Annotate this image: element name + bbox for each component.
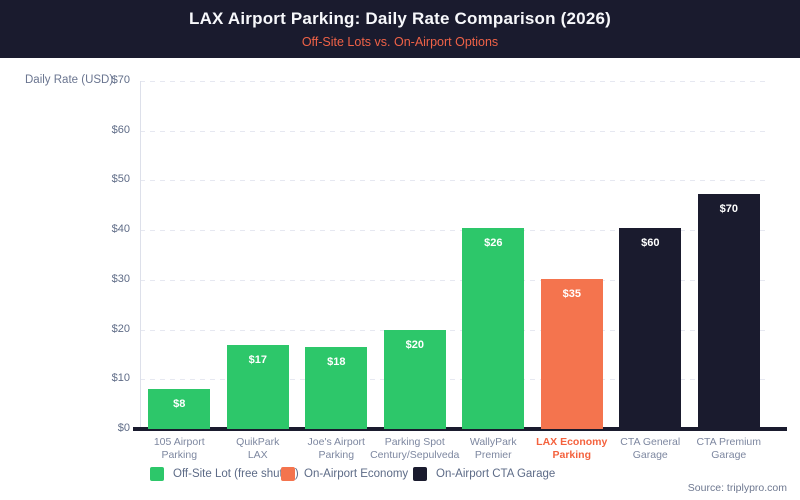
- legend-item-cta: On-Airport CTA Garage: [413, 467, 555, 481]
- category-label: CTA Premium Garage: [696, 436, 762, 461]
- y-tick-10: $10: [111, 372, 130, 384]
- bar-wallypark: [462, 228, 525, 429]
- gridline-20: [140, 330, 768, 331]
- legend: Off-Site Lot (free shuttle) On-Airport Ec…: [0, 467, 800, 483]
- bar-cta-premium: [697, 194, 760, 429]
- chart-subtitle: Off-Site Lots vs. On-Airport Options: [301, 35, 499, 49]
- bar-value-label: $60: [641, 237, 660, 250]
- plot-area: Daily Rate (USD) Off-Site Lot (free shut…: [0, 58, 800, 500]
- legend-item-offsite: Off-Site Lot (free shuttle): [150, 467, 299, 481]
- chart-title: LAX Airport Parking: Daily Rate Comparis…: [189, 9, 611, 28]
- x-axis-baseline: [133, 427, 787, 431]
- bar-105-airport: [148, 389, 211, 429]
- y-tick-60: $60: [111, 124, 130, 136]
- gridline-50: [140, 180, 768, 181]
- gridline-30: [140, 280, 768, 281]
- category-label: Joe's Airport Parking: [307, 436, 365, 461]
- bar-value-label: $35: [562, 287, 581, 300]
- category-label: Parking Spot Century/Sepulveda: [370, 436, 460, 461]
- bar-lax-economy: [540, 278, 603, 429]
- category-label: LAX Economy Parking: [536, 436, 608, 461]
- bar-parking-spot: [383, 330, 446, 429]
- legend-swatch-offsite: [150, 467, 164, 481]
- legend-item-economy: On-Airport Economy: [281, 467, 408, 481]
- y-tick-50: $50: [111, 173, 130, 185]
- y-tick-0: $0: [117, 422, 130, 434]
- y-tick-40: $40: [111, 223, 130, 235]
- y-axis-line: [140, 81, 141, 429]
- category-label: WallyPark Premier: [469, 436, 517, 461]
- y-axis-title: Daily Rate (USD): [25, 74, 114, 86]
- gridline-40: [140, 230, 768, 231]
- bar-quikpark: [226, 345, 289, 429]
- bar-value-label: $20: [405, 339, 424, 352]
- gridline-60: [140, 131, 768, 132]
- bar-value-label: $70: [719, 203, 738, 216]
- bar-cta-general: [619, 228, 682, 429]
- y-tick-30: $30: [111, 273, 130, 285]
- bar-value-label: $8: [173, 398, 186, 411]
- y-tick-20: $20: [111, 323, 130, 335]
- legend-swatch-economy: [281, 467, 295, 481]
- legend-label: Off-Site Lot (free shuttle): [173, 468, 299, 480]
- gridline-70: [140, 81, 768, 82]
- bar-value-label: $18: [327, 355, 346, 368]
- legend-swatch-cta: [413, 467, 427, 481]
- bar-joe-s-airport: [305, 346, 368, 429]
- category-label: CTA General Garage: [620, 436, 681, 461]
- category-label: QuikPark LAX: [236, 436, 280, 461]
- legend-label: On-Airport CTA Garage: [436, 468, 556, 480]
- source-attribution: Source: triplypro.com: [687, 482, 787, 494]
- bar-value-label: $17: [248, 354, 267, 366]
- bar-value-label: $26: [484, 237, 503, 250]
- chart-header: LAX Airport Parking: Daily Rate Comparis…: [0, 0, 800, 58]
- category-label: 105 Airport Parking: [153, 436, 205, 461]
- y-tick-70: $70: [111, 74, 130, 86]
- gridline-10: [140, 379, 768, 380]
- legend-label: On-Airport Economy: [304, 468, 409, 480]
